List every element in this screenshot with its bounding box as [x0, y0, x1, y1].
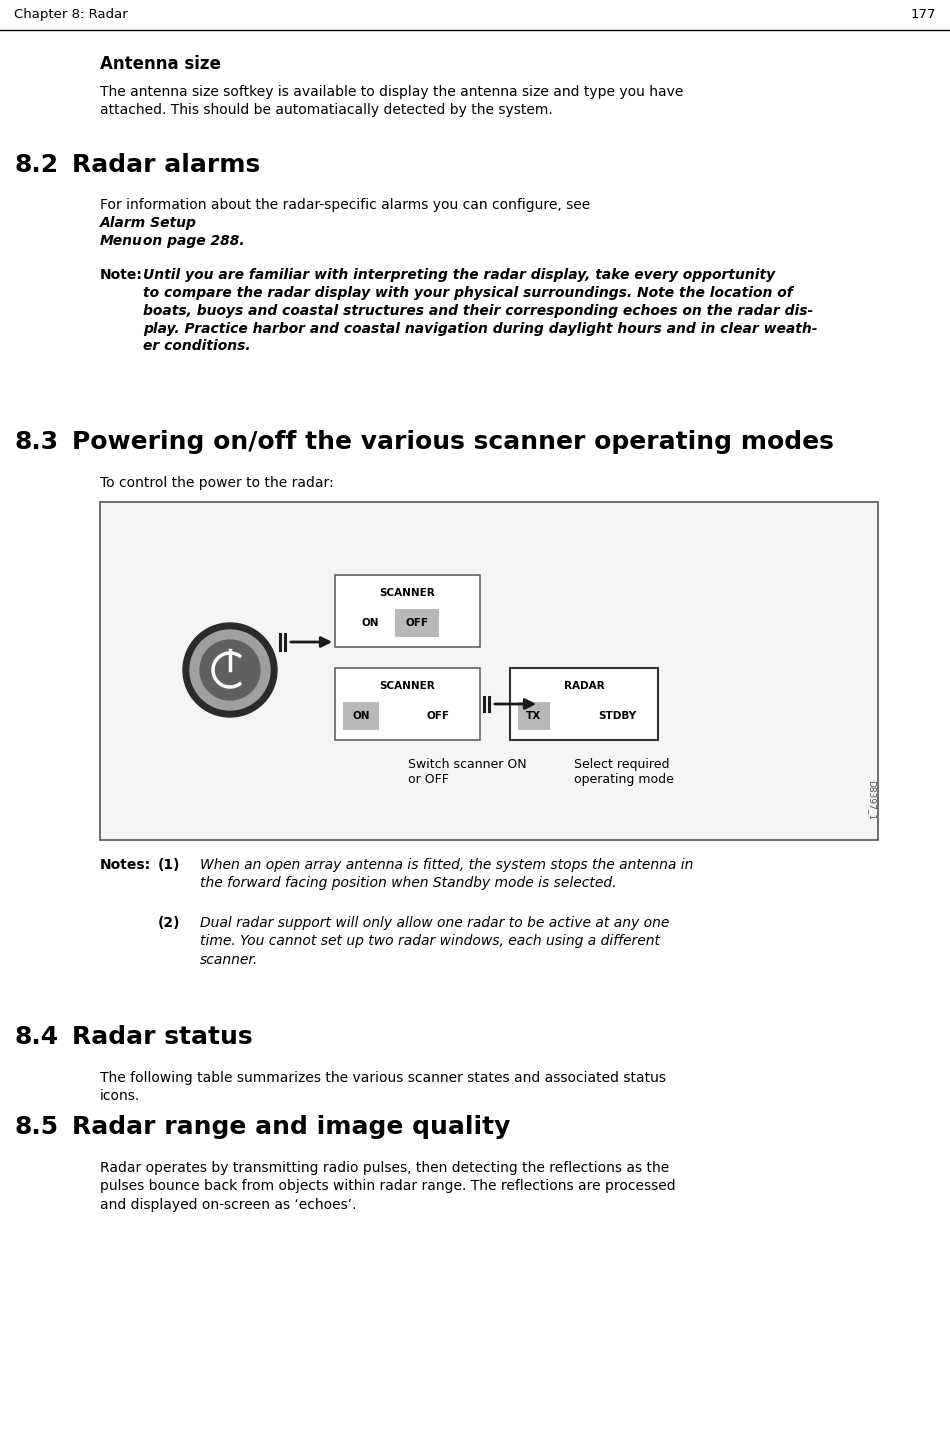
Text: Menu: Menu	[100, 234, 142, 249]
Text: Radar range and image quality: Radar range and image quality	[72, 1115, 510, 1138]
Text: (2): (2)	[158, 916, 180, 931]
Text: Switch scanner ON
or OFF: Switch scanner ON or OFF	[408, 758, 526, 787]
Text: on page 288.: on page 288.	[138, 234, 245, 249]
Bar	[395, 609, 439, 637]
Text: Radar operates by transmitting radio pulses, then detecting the reflections as t: Radar operates by transmitting radio pul…	[100, 1160, 675, 1211]
Text: 8.3: 8.3	[14, 430, 58, 454]
Text: Antenna size: Antenna size	[100, 55, 220, 73]
Text: OFF: OFF	[406, 618, 428, 628]
Bar	[343, 702, 379, 730]
Text: SCANNER: SCANNER	[380, 587, 435, 598]
Text: 8.5: 8.5	[14, 1115, 58, 1138]
Text: Dual radar support will only allow one radar to be active at any one
time. You c: Dual radar support will only allow one r…	[200, 916, 670, 967]
Text: For information about the radar-specific alarms you can configure, see: For information about the radar-specific…	[100, 198, 595, 212]
Text: When an open array antenna is fitted, the system stops the antenna in
the forwar: When an open array antenna is fitted, th…	[200, 858, 694, 890]
Text: Select required
operating mode: Select required operating mode	[574, 758, 674, 787]
Text: The antenna size softkey is available to display the antenna size and type you h: The antenna size softkey is available to…	[100, 84, 683, 118]
Text: ON: ON	[361, 618, 379, 628]
Text: ON: ON	[352, 711, 370, 721]
Bar	[335, 667, 480, 740]
Bar	[510, 667, 658, 740]
Text: Powering on/off the various scanner operating modes: Powering on/off the various scanner oper…	[72, 430, 834, 454]
Text: To control the power to the radar:: To control the power to the radar:	[100, 475, 333, 490]
Text: Note:: Note:	[100, 268, 142, 282]
Text: TX: TX	[526, 711, 542, 721]
Text: Chapter 8: Radar: Chapter 8: Radar	[14, 9, 127, 20]
Text: Alarm Setup: Alarm Setup	[100, 217, 197, 230]
Bar	[335, 574, 480, 647]
Text: SCANNER: SCANNER	[380, 680, 435, 691]
Circle shape	[200, 640, 260, 699]
Text: 177: 177	[910, 9, 936, 20]
Text: Notes:: Notes:	[100, 858, 151, 872]
Circle shape	[183, 622, 277, 717]
Bar	[100, 502, 878, 840]
Text: STDBY: STDBY	[598, 711, 636, 721]
Bar	[518, 702, 550, 730]
Text: Radar alarms: Radar alarms	[72, 153, 260, 177]
Text: 8.4: 8.4	[14, 1025, 58, 1048]
Text: D8397_1: D8397_1	[867, 779, 877, 820]
Text: The following table summarizes the various scanner states and associated status
: The following table summarizes the vario…	[100, 1072, 666, 1104]
Text: Radar status: Radar status	[72, 1025, 253, 1048]
Circle shape	[190, 630, 270, 710]
Text: Until you are familiar with interpreting the radar display, take every opportuni: Until you are familiar with interpreting…	[143, 268, 818, 353]
Text: 8.2: 8.2	[14, 153, 58, 177]
Text: (1): (1)	[158, 858, 180, 872]
Text: OFF: OFF	[427, 711, 449, 721]
Text: RADAR: RADAR	[563, 680, 604, 691]
